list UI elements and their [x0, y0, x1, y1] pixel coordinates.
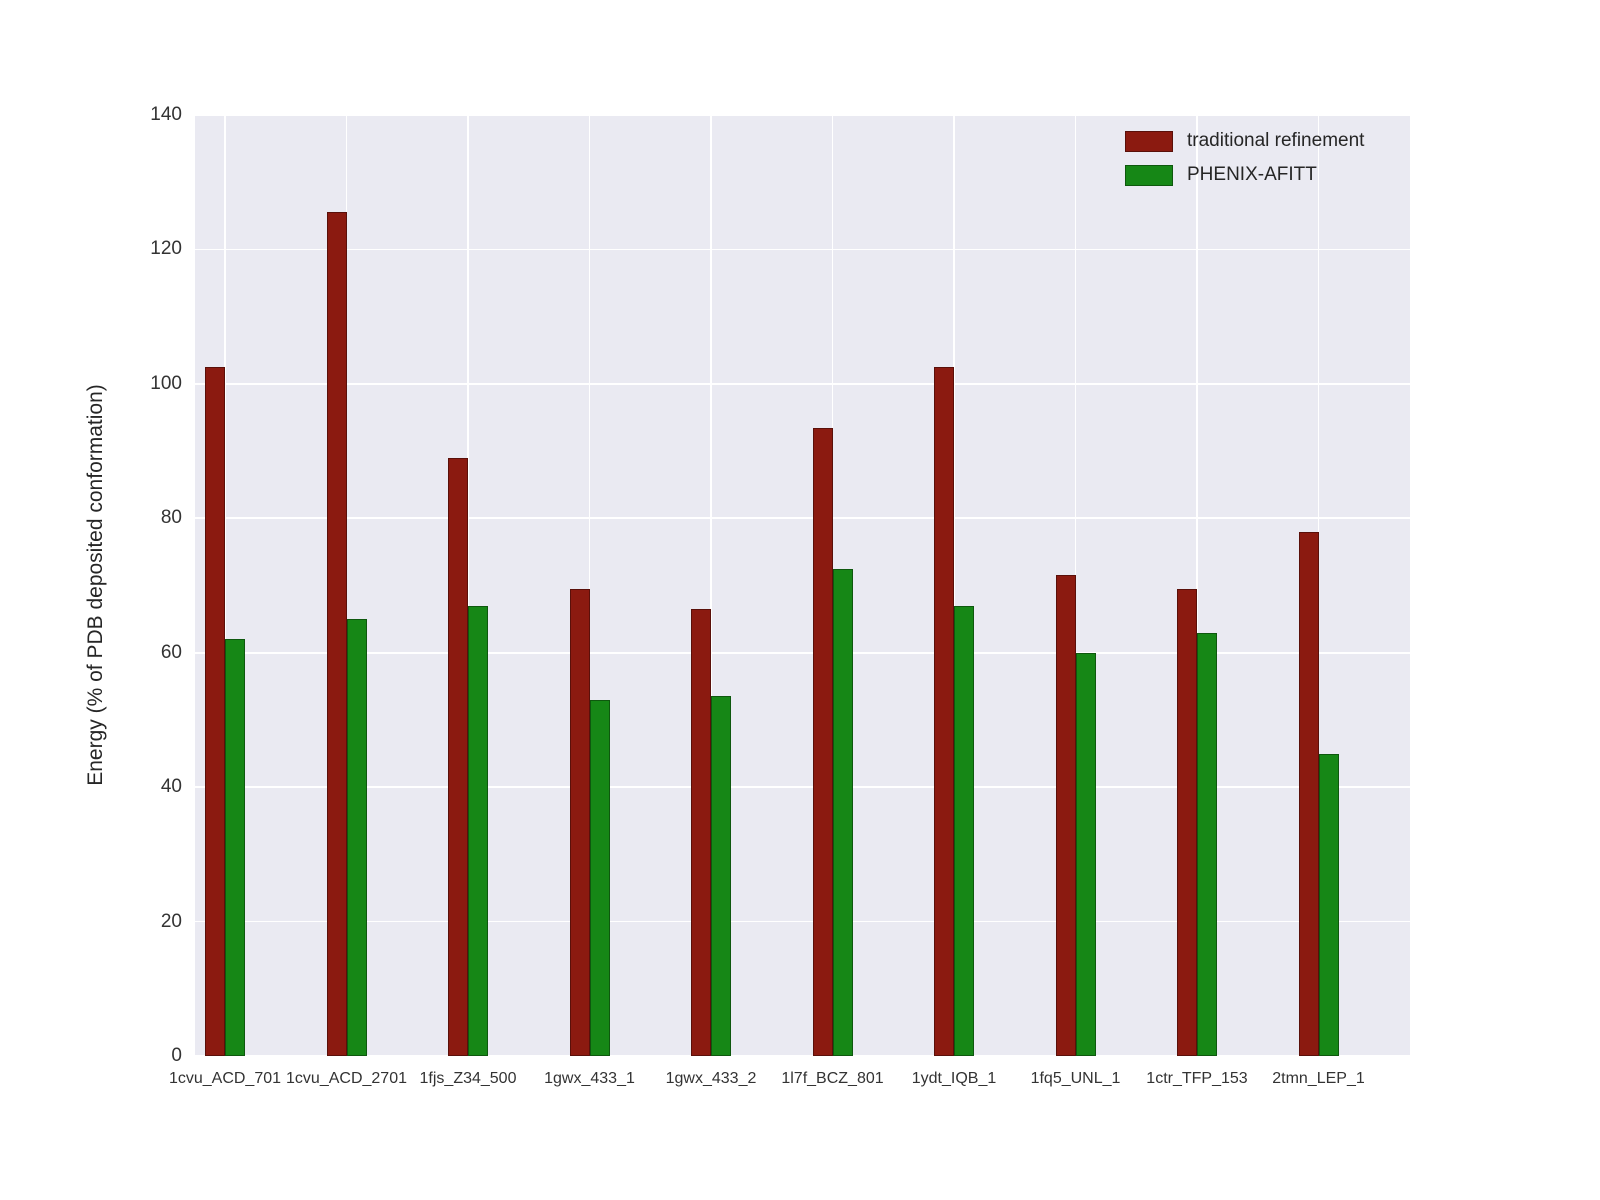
x-tick-label: 1gwx_433_1: [544, 1070, 635, 1087]
plot-area: [195, 114, 1410, 1057]
h-gridline: [195, 1055, 1410, 1057]
v-gridline: [1196, 115, 1198, 1056]
h-gridline: [195, 651, 1410, 654]
v-gridline: [710, 115, 712, 1056]
bar-traditional-refinement: [1298, 531, 1319, 1056]
h-gridline: [195, 517, 1410, 520]
h-gridline: [195, 920, 1410, 923]
bar-phenix-afitt: [1075, 652, 1096, 1056]
bar-phenix-afitt: [225, 639, 245, 1056]
y-tick-label: 80: [160, 507, 182, 529]
y-tick-label: 20: [160, 910, 182, 932]
x-tick-label: 1fq5_UNL_1: [1030, 1070, 1121, 1087]
bar-traditional-refinement: [1177, 588, 1197, 1056]
y-tick-label: 0: [171, 1045, 182, 1066]
legend-label: PHENIX-AFITT: [1187, 164, 1317, 185]
bar-phenix-afitt: [1197, 632, 1217, 1056]
y-tick-label: 140: [150, 104, 182, 125]
bar-phenix-afitt: [468, 605, 488, 1056]
h-gridline: [195, 248, 1410, 251]
bar-phenix-afitt: [589, 699, 610, 1056]
bar-traditional-refinement: [326, 212, 347, 1056]
bar-phenix-afitt: [954, 605, 974, 1056]
h-gridline: [195, 383, 1410, 385]
legend-item: PHENIX-AFITT: [1125, 164, 1364, 186]
x-tick-label: 1fjs_Z34_500: [419, 1070, 517, 1087]
legend-label: traditional refinement: [1187, 130, 1365, 151]
x-tick-label: 1cvu_ACD_2701: [286, 1070, 407, 1087]
bar-traditional-refinement: [448, 457, 468, 1056]
x-tick-label: 2tmn_LEP_1: [1272, 1070, 1365, 1087]
bar-traditional-refinement: [691, 609, 711, 1056]
y-tick-label: 40: [160, 776, 182, 798]
y-axis-label: Energy (% of PDB deposited conformation): [84, 384, 107, 786]
y-tick-label: 100: [150, 372, 182, 394]
bar-phenix-afitt: [832, 568, 853, 1056]
bar-traditional-refinement: [205, 367, 225, 1056]
h-gridline: [195, 114, 1410, 116]
bar-phenix-afitt: [1318, 753, 1339, 1056]
y-tick-label: 120: [150, 238, 182, 260]
bar-traditional-refinement: [812, 427, 833, 1056]
legend-item: traditional refinement: [1125, 130, 1364, 152]
legend-swatch: [1125, 130, 1173, 152]
bar-traditional-refinement: [1055, 575, 1076, 1056]
bar-traditional-refinement: [569, 588, 590, 1056]
x-tick-label: 1ydt_IQB_1: [911, 1070, 997, 1087]
legend: traditional refinement PHENIX-AFITT: [1125, 130, 1364, 186]
legend-swatch: [1125, 164, 1173, 186]
x-tick-label: 1ctr_TFP_153: [1146, 1070, 1248, 1087]
bar-phenix-afitt: [346, 619, 367, 1056]
x-tick-label: 1cvu_ACD_701: [168, 1070, 282, 1087]
bar-phenix-afitt: [711, 696, 731, 1056]
h-gridline: [195, 786, 1410, 788]
v-gridline: [588, 115, 591, 1056]
x-tick-label: 1gwx_433_2: [665, 1070, 757, 1087]
y-tick-label: 60: [160, 641, 182, 663]
x-tick-label: 1l7f_BCZ_801: [781, 1070, 884, 1087]
bar-traditional-refinement: [934, 367, 954, 1056]
